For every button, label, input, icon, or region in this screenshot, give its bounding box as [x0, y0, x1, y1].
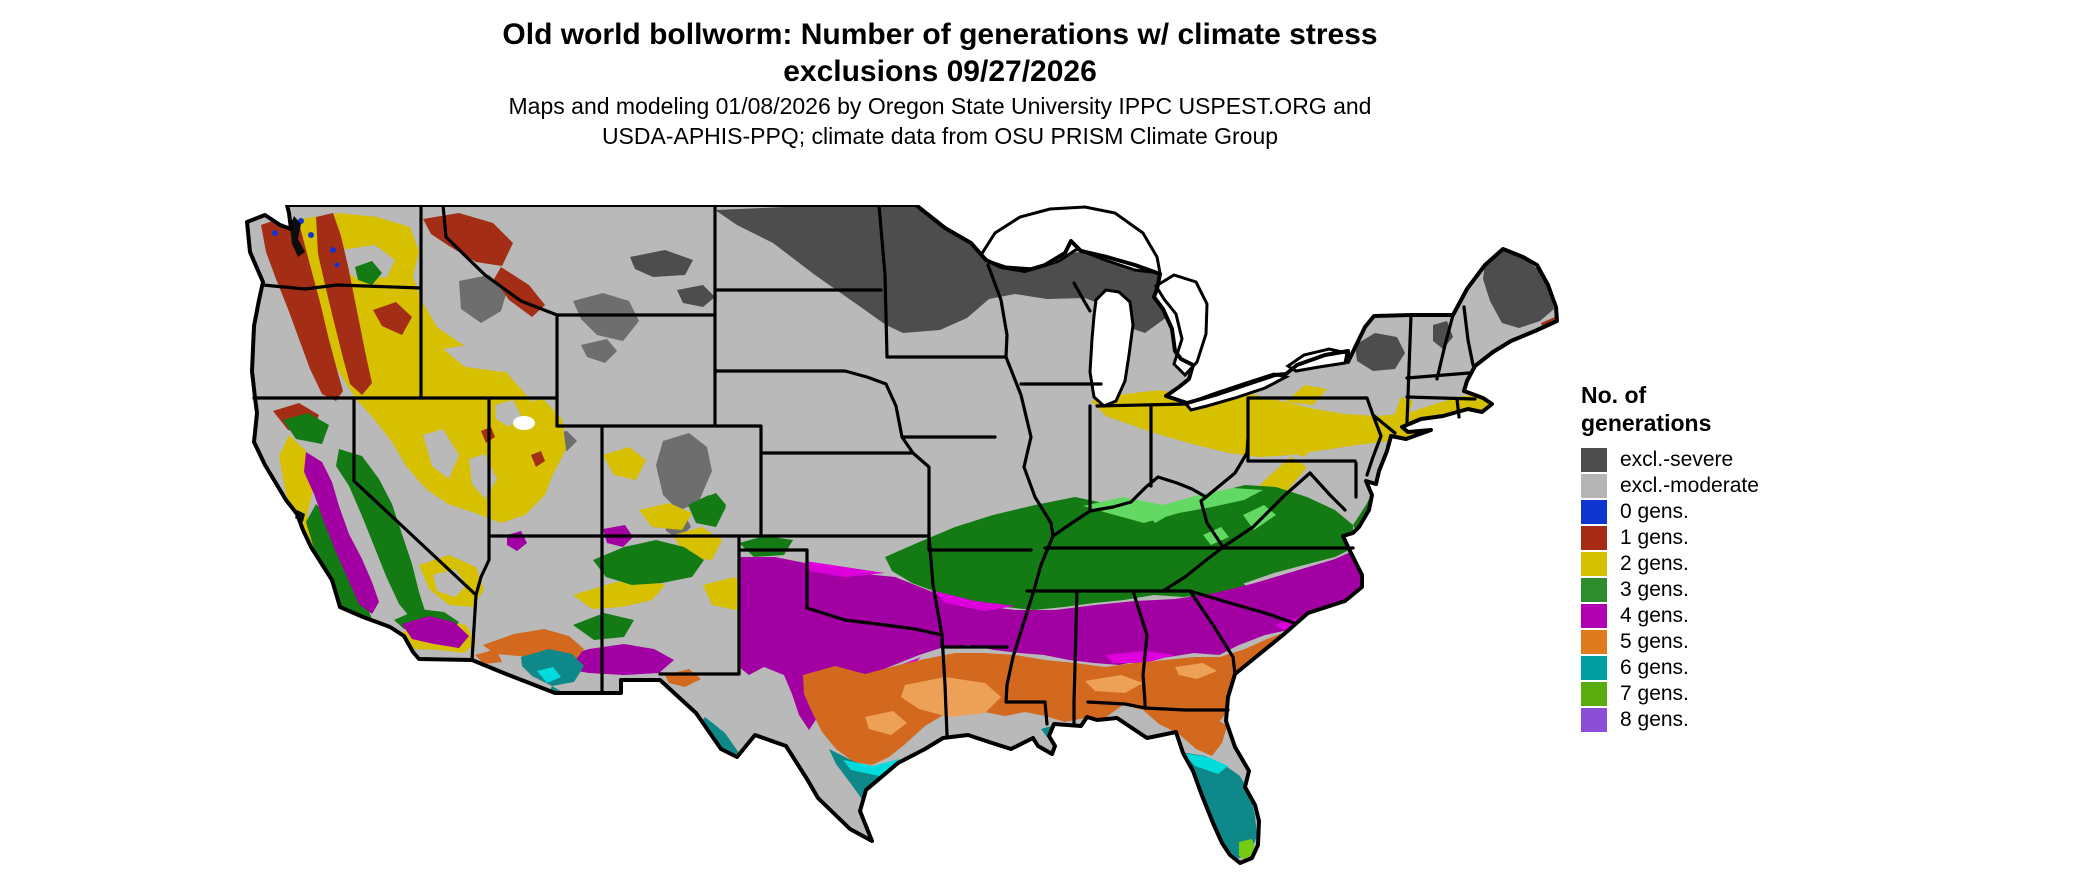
region-excl-severe [630, 205, 1554, 371]
legend-swatch-7-gens [1581, 682, 1607, 706]
legend-swatch-4-gens [1581, 604, 1607, 628]
legend-items: excl.-severe excl.-moderate 0 gens. 1 ge… [1581, 448, 1759, 732]
region-5-gens [475, 629, 1293, 765]
region-mountain-shade [459, 275, 712, 713]
legend-swatch-0-gens [1581, 500, 1607, 524]
legend-item-excl-severe: excl.-severe [1581, 448, 1759, 472]
legend-label: 1 gens. [1620, 526, 1689, 549]
legend-swatch-excl-moderate [1581, 474, 1607, 498]
legend-item-2-gens: 2 gens. [1581, 552, 1759, 576]
legend-item-7-gens: 7 gens. [1581, 682, 1759, 706]
legend-item-0-gens: 0 gens. [1581, 500, 1759, 524]
legend-label: excl.-severe [1620, 448, 1734, 471]
legend-item-excl-moderate: excl.-moderate [1581, 474, 1759, 498]
legend-title-line1: No. of [1581, 382, 1647, 408]
legend-item-1-gens: 1 gens. [1581, 526, 1759, 550]
legend-swatch-2-gens [1581, 552, 1607, 576]
legend-swatch-6-gens [1581, 656, 1607, 680]
legend-item-3-gens: 3 gens. [1581, 578, 1759, 602]
legend-swatch-8-gens [1581, 708, 1607, 732]
map-subtitle: Maps and modeling 01/08/2026 by Oregon S… [0, 91, 1880, 151]
raster-layers [247, 205, 1557, 863]
legend: No. of generations excl.-severe excl.-mo… [1581, 381, 1759, 734]
us-generations-map [245, 205, 1565, 878]
legend-title-line2: generations [1581, 410, 1712, 436]
map-title: Old world bollworm: Number of generation… [0, 16, 1880, 90]
legend-label: 7 gens. [1620, 682, 1689, 705]
region-7-gens [879, 810, 1256, 863]
region-3-gens [283, 261, 1406, 662]
region-0-gens-specks [272, 218, 340, 268]
legend-label: 4 gens. [1620, 604, 1689, 627]
map-title-line1: Old world bollworm: Number of generation… [502, 18, 1378, 51]
legend-swatch-excl-severe [1581, 448, 1607, 472]
great-salt-lake [513, 416, 535, 430]
legend-item-4-gens: 4 gens. [1581, 604, 1759, 628]
legend-item-5-gens: 5 gens. [1581, 630, 1759, 654]
legend-swatch-3-gens [1581, 578, 1607, 602]
legend-label: 3 gens. [1620, 578, 1689, 601]
map-canvas [245, 205, 1559, 865]
region-2-gens [279, 213, 1494, 653]
state-borders [252, 205, 1477, 737]
map-title-line2: exclusions 09/27/2026 [783, 55, 1097, 88]
legend-title: No. of generations [1581, 381, 1759, 437]
region-5-gens-light [865, 663, 1217, 735]
legend-item-6-gens: 6 gens. [1581, 656, 1759, 680]
legend-label: 8 gens. [1620, 708, 1689, 731]
map-subtitle-line1: Maps and modeling 01/08/2026 by Oregon S… [508, 93, 1372, 119]
legend-swatch-5-gens [1581, 630, 1607, 654]
us-outline [245, 205, 1559, 865]
lake-michigan [1088, 288, 1135, 408]
legend-label: 5 gens. [1620, 630, 1689, 653]
legend-item-8-gens: 8 gens. [1581, 708, 1759, 732]
map-subtitle-line2: USDA-APHIS-PPQ; climate data from OSU PR… [601, 123, 1279, 149]
legend-label: excl.-moderate [1620, 474, 1759, 497]
legend-swatch-1-gens [1581, 526, 1607, 550]
legend-label: 2 gens. [1620, 552, 1689, 575]
legend-label: 6 gens. [1620, 656, 1689, 679]
legend-label: 0 gens. [1620, 500, 1689, 523]
